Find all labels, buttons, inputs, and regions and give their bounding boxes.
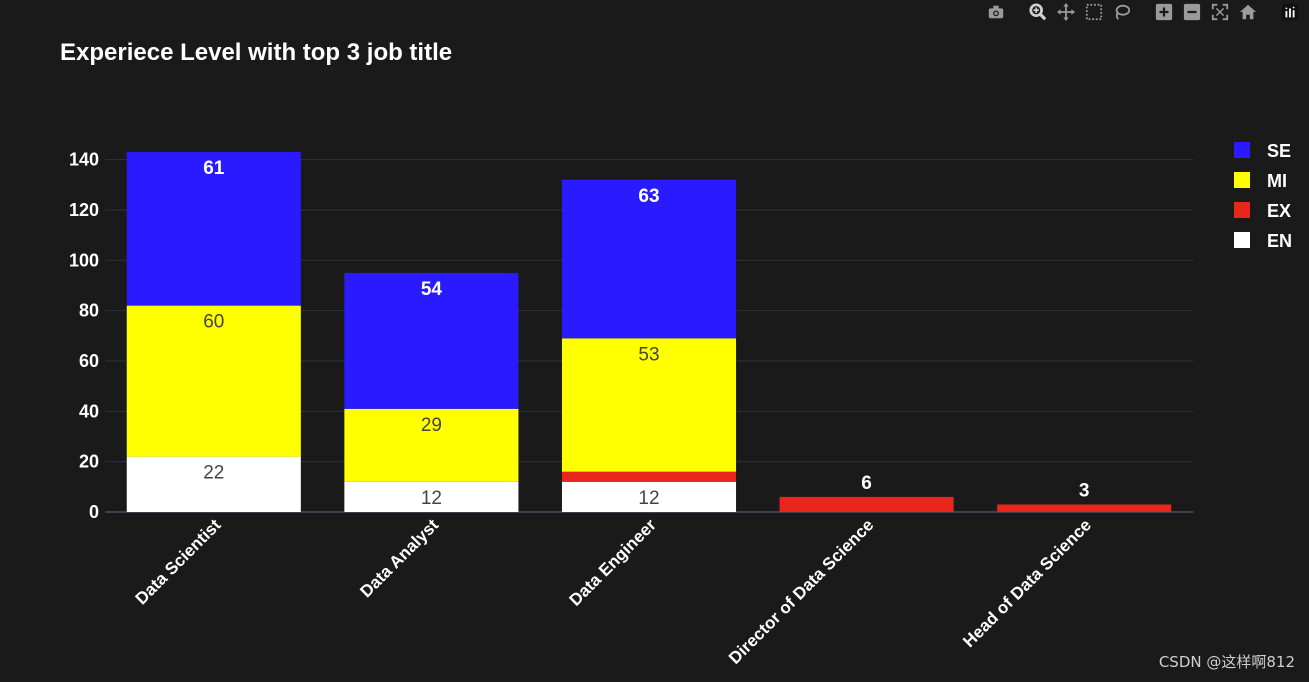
legend-label-se[interactable]: SE [1267,141,1291,161]
bar-se[interactable] [561,179,737,339]
legend[interactable]: SE MI EX EN [1234,141,1292,251]
legend-label-mi[interactable]: MI [1267,171,1287,191]
legend-label-ex[interactable]: EX [1267,201,1291,221]
x-tick-label: Data Scientist [132,515,225,608]
zoom-icon[interactable] [1027,1,1049,23]
chart-title: Experiece Level with top 3 job title [60,39,452,66]
home-icon[interactable] [1237,1,1259,23]
x-tick-label: Data Engineer [566,515,661,610]
bar-mi[interactable] [344,408,519,482]
data-label: 3 [1079,480,1090,501]
data-label: 54 [421,279,443,300]
y-tick-label: 20 [79,452,99,472]
data-label: 29 [421,415,442,436]
data-label: 61 [203,158,225,179]
data-label: 53 [638,344,659,365]
bar-en[interactable] [561,481,737,512]
data-label: 63 [638,186,659,207]
bar-en[interactable] [344,481,519,512]
data-label: 22 [203,463,224,484]
y-tick-label: 80 [79,301,99,321]
watermark: CSDN @这样啊812 [1158,653,1295,671]
legend-swatch-se[interactable] [1234,142,1250,158]
autoscale-icon[interactable] [1209,1,1231,23]
x-axis-ticks: Data Scientist Data Analyst Data Engineer D… [132,515,1095,668]
plotly-logo-icon[interactable] [1279,1,1301,23]
x-tick-label: Data Analyst [356,515,442,601]
y-tick-label: 100 [69,250,99,270]
data-label: 6 [861,473,872,494]
bar-ex[interactable] [561,471,737,482]
legend-label-en[interactable]: EN [1267,231,1292,251]
lasso-icon[interactable] [1111,1,1133,23]
bar-se[interactable] [344,272,519,409]
data-label: 60 [203,312,224,333]
zoom-out-icon[interactable] [1181,1,1203,23]
x-tick-label: Head of Data Science [959,515,1095,651]
bar-ex[interactable] [997,504,1172,512]
y-tick-label: 40 [79,401,99,421]
bar-mi[interactable] [126,305,301,457]
y-tick-label: 60 [79,351,99,371]
bar-en[interactable] [126,456,301,512]
y-axis-ticks: 0 20 40 60 80 100 120 140 [69,150,99,522]
pan-icon[interactable] [1055,1,1077,23]
legend-swatch-mi[interactable] [1234,172,1250,188]
legend-swatch-en[interactable] [1234,232,1250,248]
bars[interactable] [126,152,1172,512]
data-label: 12 [421,488,442,509]
bar-se[interactable] [126,152,301,306]
y-tick-label: 0 [89,502,99,522]
y-tick-label: 140 [69,150,99,170]
bar-mi[interactable] [561,338,737,472]
box-select-icon[interactable] [1083,1,1105,23]
data-label: 12 [638,488,659,509]
legend-swatch-ex[interactable] [1234,202,1250,218]
camera-icon[interactable] [985,1,1007,23]
bar-ex[interactable] [779,496,954,512]
y-tick-label: 120 [69,200,99,220]
zoom-in-icon[interactable] [1153,1,1175,23]
modebar [985,0,1301,24]
x-tick-label: Director of Data Science [725,515,877,667]
